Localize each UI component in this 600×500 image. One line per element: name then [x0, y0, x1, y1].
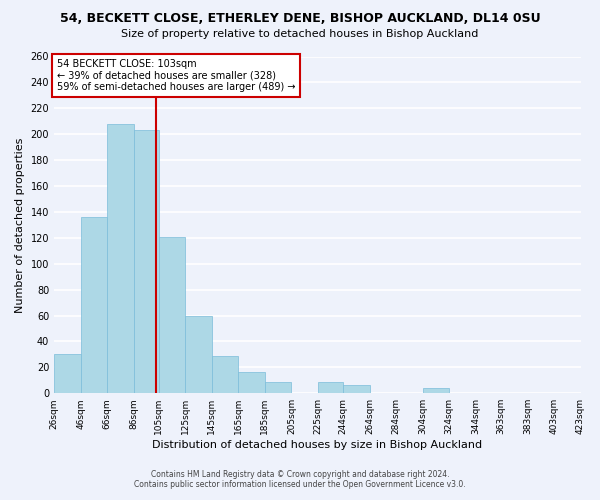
X-axis label: Distribution of detached houses by size in Bishop Auckland: Distribution of detached houses by size …: [152, 440, 482, 450]
Bar: [318, 382, 343, 393]
Bar: [80, 217, 107, 393]
Bar: [185, 316, 212, 393]
Bar: [238, 372, 265, 393]
Text: Contains HM Land Registry data © Crown copyright and database right 2024.
Contai: Contains HM Land Registry data © Crown c…: [134, 470, 466, 489]
Bar: [107, 124, 134, 393]
Bar: [212, 356, 238, 393]
Bar: [265, 382, 292, 393]
Text: Size of property relative to detached houses in Bishop Auckland: Size of property relative to detached ho…: [121, 29, 479, 39]
Y-axis label: Number of detached properties: Number of detached properties: [15, 137, 25, 312]
Bar: [54, 354, 80, 393]
Text: 54 BECKETT CLOSE: 103sqm
← 39% of detached houses are smaller (328)
59% of semi-: 54 BECKETT CLOSE: 103sqm ← 39% of detach…: [56, 59, 295, 92]
Bar: [343, 386, 370, 393]
Bar: [159, 236, 185, 393]
Bar: [134, 130, 159, 393]
Text: 54, BECKETT CLOSE, ETHERLEY DENE, BISHOP AUCKLAND, DL14 0SU: 54, BECKETT CLOSE, ETHERLEY DENE, BISHOP…: [59, 12, 541, 26]
Bar: [422, 388, 449, 393]
